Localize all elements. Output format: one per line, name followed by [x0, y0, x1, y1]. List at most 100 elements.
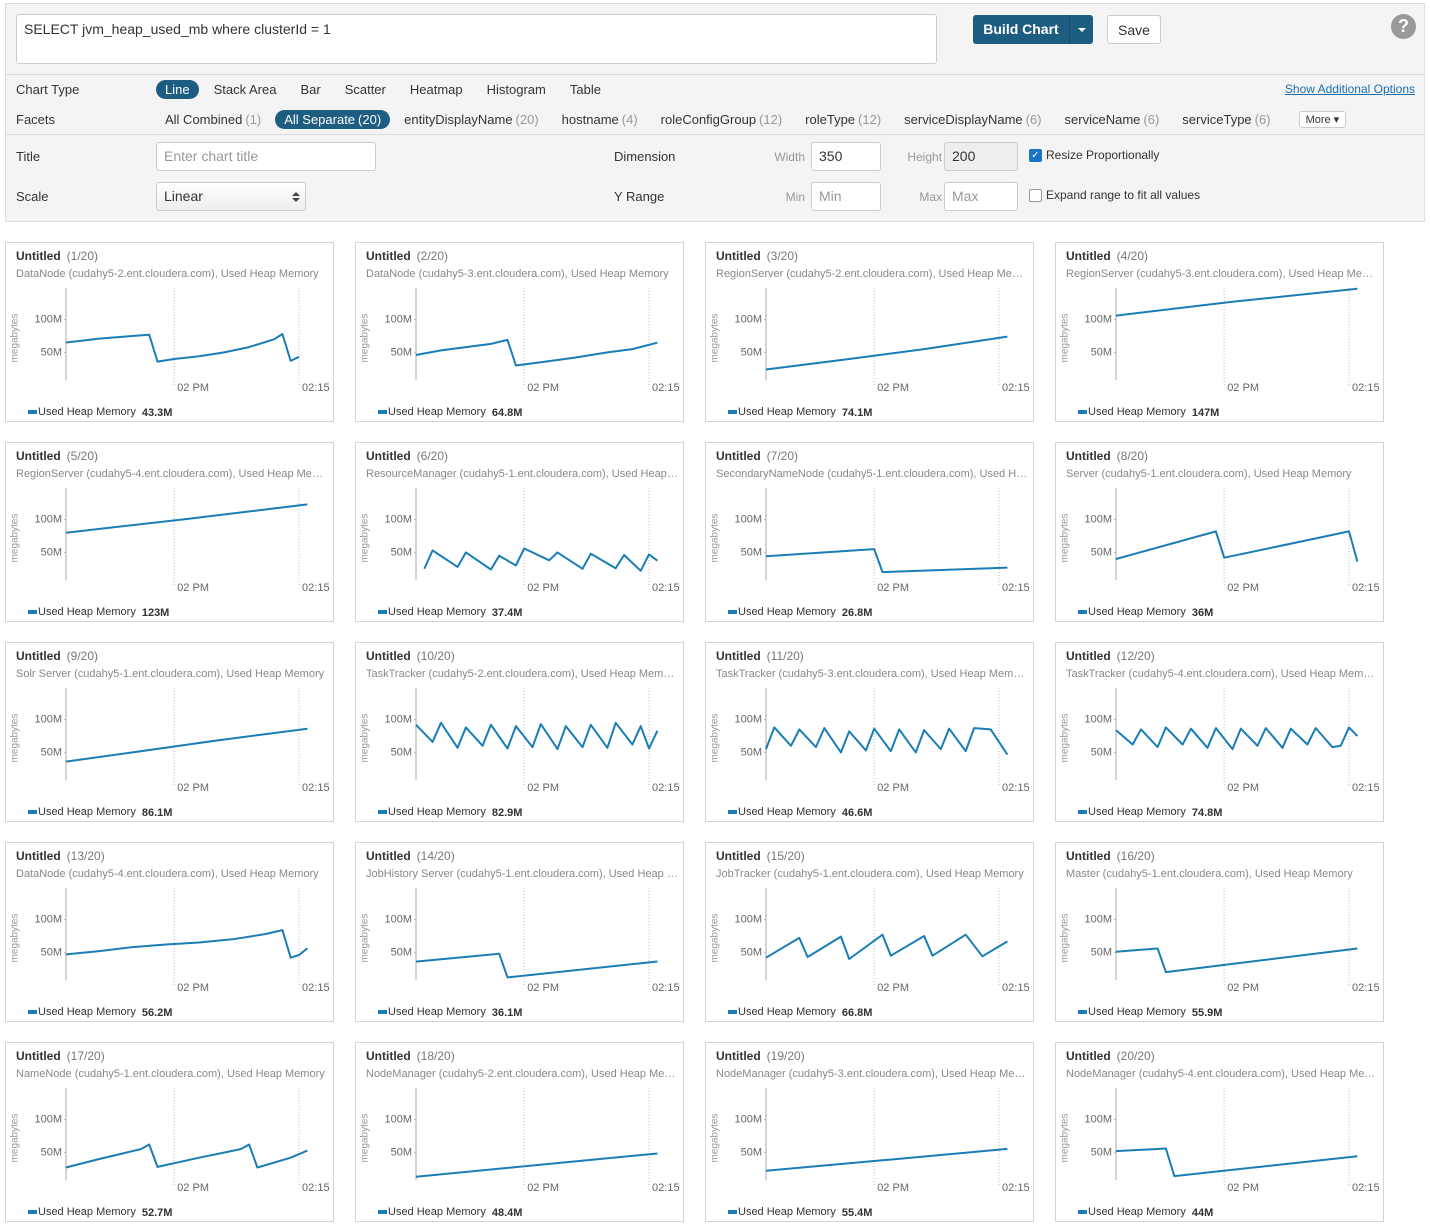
chart-card: megabytes 100M 50M 02 PM 02:15 Used Heap Memo… [5, 242, 334, 422]
x-tick-label: 02 PM [1227, 1182, 1259, 1194]
data-line [415, 1152, 658, 1178]
chart-plot: megabytes 100M 50M 02 PM 02:15 Used Heap Memo… [710, 488, 1030, 619]
chart-index: (15/20) [766, 849, 805, 863]
separator [6, 134, 1424, 135]
facet-tabs: All Combined (1) All Separate (20) entityDis… [156, 110, 1347, 129]
legend-swatch [28, 1010, 37, 1014]
query-input[interactable]: SELECT jvm_heap_used_mb where clusterId … [16, 14, 937, 64]
y-axis-label: megabytes [360, 1114, 371, 1163]
chart-title: Untitled [1066, 449, 1111, 463]
facet-tab[interactable]: serviceName (6) [1056, 110, 1169, 129]
facet-tab[interactable]: roleConfigGroup (12) [652, 110, 792, 129]
facet-count: (6) [1025, 112, 1042, 127]
y-axis-label: megabytes [360, 314, 371, 363]
more-button[interactable]: More ▾ [1298, 111, 1347, 128]
facet-name: roleType [805, 112, 856, 127]
x-tick-label: 02:15 [652, 782, 680, 794]
chart-title-row: Untitled (3/20) [716, 249, 798, 263]
facet-count: (12) [858, 112, 882, 127]
data-line [765, 933, 1008, 960]
chart-plot: megabytes 100M 50M 02 PM 02:15 Used Heap Memo… [10, 888, 330, 1019]
chart-type-tab[interactable]: Bar [300, 82, 321, 97]
y-tick-label: 100M [734, 1113, 762, 1125]
chart-card: megabytes 100M 50M 02 PM 02:15 Used Heap Memo… [705, 442, 1034, 622]
x-tick-label: 02:15 [1002, 1182, 1030, 1194]
chart-type-tab[interactable]: Line [156, 80, 199, 99]
x-tick-label: 02 PM [877, 382, 909, 394]
facet-name: serviceName [1064, 112, 1141, 127]
help-icon[interactable]: ? [1391, 14, 1416, 39]
facet-count: (6) [1143, 112, 1160, 127]
chart-card: megabytes 100M 50M 02 PM 02:15 Used Heap Memo… [5, 842, 334, 1022]
build-chart-button[interactable]: Build Chart [973, 15, 1069, 44]
chart-plot: megabytes 100M 50M 02 PM 02:15 Used Heap Memo… [10, 688, 330, 819]
data-line [1115, 1147, 1358, 1178]
legend-label: Used Heap Memory [388, 1206, 486, 1218]
chart-title: Untitled [1066, 249, 1111, 263]
width-input[interactable]: 350 [811, 142, 881, 171]
chart-title-row: Untitled (1/20) [16, 249, 98, 263]
y-axis-label: megabytes [10, 914, 21, 963]
legend-label: Used Heap Memory [38, 606, 136, 618]
legend-swatch [728, 610, 737, 614]
chart-title-row: Untitled (5/20) [16, 449, 98, 463]
facet-tab[interactable]: serviceType (6) [1173, 110, 1279, 129]
chart-type-tab[interactable]: Scatter [344, 82, 386, 97]
chart-title: Untitled [716, 1049, 761, 1063]
y-axis-label: megabytes [10, 714, 21, 763]
chart-title-row: Untitled (7/20) [716, 449, 798, 463]
y-tick-label: 100M [384, 1113, 412, 1125]
y-axis-label: megabytes [10, 314, 21, 363]
chart-title: Untitled [16, 1049, 61, 1063]
chart-type-tab[interactable]: Histogram [486, 82, 546, 97]
build-dropdown[interactable] [1069, 15, 1093, 44]
chart-type-tab[interactable]: Stack Area [213, 82, 277, 97]
x-tick-label: 02 PM [877, 782, 909, 794]
chart-subtitle: ResourceManager (cudahy5-1.ent.cloudera.… [366, 468, 678, 480]
chart-type-tab[interactable]: Heatmap [409, 82, 463, 97]
y-tick-label: 100M [34, 313, 62, 325]
chart-index: (4/20) [1116, 249, 1149, 263]
title-input[interactable]: Enter chart title [156, 142, 376, 171]
facet-tab[interactable]: entityDisplayName (20) [395, 110, 548, 129]
chart-index: (11/20) [766, 649, 804, 663]
min-input[interactable]: Min [811, 182, 881, 211]
chart-plot: megabytes 100M 50M 02 PM 02:15 Used Heap Memo… [1060, 888, 1380, 1019]
x-tick-label: 02:15 [302, 982, 330, 994]
max-input[interactable]: Max [944, 182, 1018, 211]
chart-card: megabytes 100M 50M 02 PM 02:15 Used Heap Memo… [1055, 642, 1384, 822]
legend-value: 48.4M [492, 1207, 523, 1219]
legend-label: Used Heap Memory [1088, 806, 1186, 818]
chart-plot: megabytes 100M 50M 02 PM 02:15 Used Heap Memo… [360, 288, 680, 419]
facet-tab[interactable]: serviceDisplayName (6) [895, 110, 1050, 129]
y-axis-label: megabytes [710, 714, 721, 763]
facet-tab[interactable]: All Combined (1) [156, 110, 270, 129]
chart-title-row: Untitled (14/20) [366, 849, 455, 863]
y-tick-label: 50M [1091, 1146, 1112, 1158]
show-options-link[interactable]: Show Additional Options [1284, 82, 1415, 96]
legend-label: Used Heap Memory [38, 1006, 136, 1018]
expand-checkbox[interactable] [1029, 189, 1042, 202]
chart-title: Untitled [1066, 649, 1111, 663]
y-tick-label: 50M [741, 346, 762, 358]
facet-tab[interactable]: All Separate (20) [275, 110, 391, 129]
y-tick-label: 100M [1084, 313, 1112, 325]
facet-tab[interactable]: roleType (12) [796, 110, 890, 129]
chart-title: Untitled [366, 249, 411, 263]
y-tick-label: 50M [741, 546, 762, 558]
chart-card: megabytes 100M 50M 02 PM 02:15 Used Heap Memo… [355, 642, 684, 822]
scale-select[interactable]: Linear [156, 182, 306, 211]
legend-value: 36M [1192, 607, 1213, 619]
y-axis-label: megabytes [10, 514, 21, 563]
y-axis-label: megabytes [710, 514, 721, 563]
chart-plot: megabytes 100M 50M 02 PM 02:15 Used Heap Memo… [360, 488, 680, 619]
chart-type-tab[interactable]: Table [569, 82, 601, 97]
legend-label: Used Heap Memory [388, 606, 486, 618]
legend-swatch [28, 610, 37, 614]
chart-card: megabytes 100M 50M 02 PM 02:15 Used Heap Memo… [705, 1042, 1034, 1222]
save-button[interactable]: Save [1107, 15, 1161, 44]
facet-tab[interactable]: hostname (4) [553, 110, 647, 129]
chart-title: Untitled [366, 649, 411, 663]
x-tick-label: 02:15 [1002, 982, 1030, 994]
resize-checkbox[interactable]: ✓ [1029, 149, 1042, 162]
